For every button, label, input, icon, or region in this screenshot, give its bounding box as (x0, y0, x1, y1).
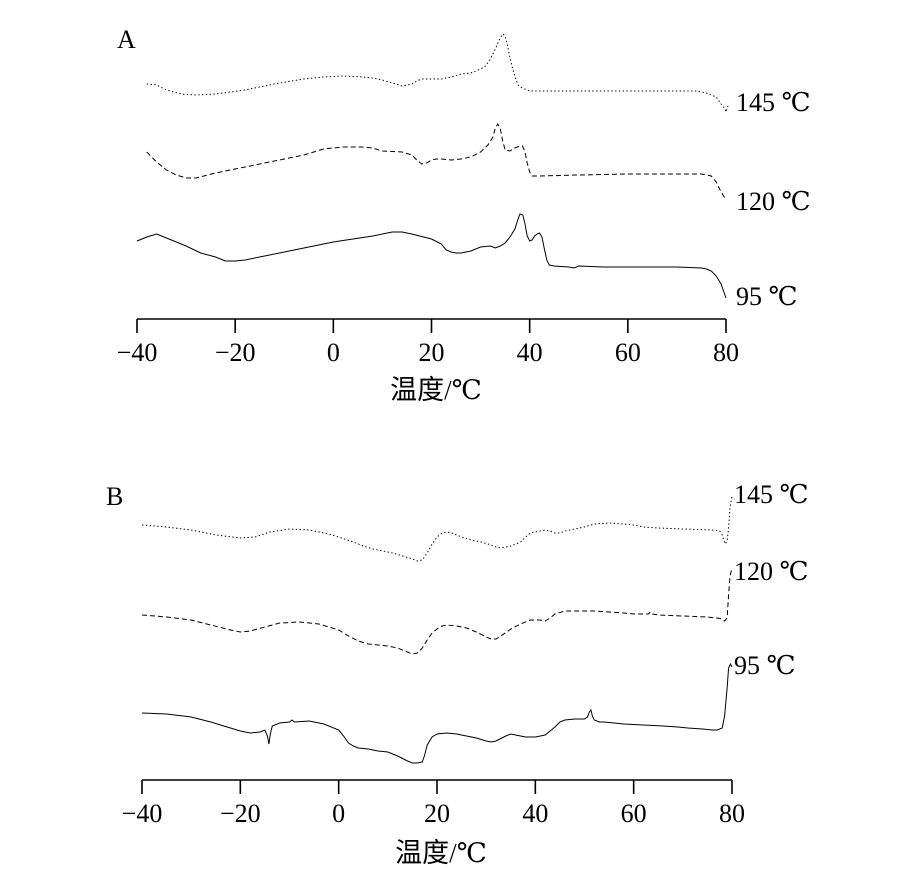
panel-b-label: B (106, 482, 123, 511)
panel-a-x-tick-label: 20 (419, 338, 445, 367)
panel-b-series-label-145: 145 ℃ (734, 480, 809, 509)
panel-a-x-axis-title: 温度/℃ (390, 375, 482, 405)
panel-a-x-ticks: −40 −20 0 20 40 60 80 (117, 319, 739, 367)
panel-a-x-tick-label: 40 (517, 338, 543, 367)
panel-a-x-tick-label: 60 (615, 338, 641, 367)
panel-a-series-145-dotted (146, 33, 729, 114)
panel-b-series-labels: 145 ℃ 120 ℃ 95 ℃ (734, 480, 809, 680)
panel-b-series-120-dashed (141, 567, 733, 655)
panel-b-x-tick-label: 20 (424, 799, 450, 828)
panel-a-series (136, 33, 729, 299)
panel-b-x-tick-label: 0 (332, 799, 345, 828)
panel-a-x-tick-label: −40 (117, 338, 158, 367)
panel-b-series-145-dotted (141, 495, 733, 562)
panel-a-x-tick-label: −20 (215, 338, 256, 367)
panel-b-series-label-120: 120 ℃ (734, 557, 809, 586)
panel-b-x-tick-label: 80 (719, 799, 745, 828)
panel-b-x-tick-label: 60 (621, 799, 647, 828)
panel-a-label: A (117, 25, 136, 54)
panel-a-series-label-120: 120 ℃ (736, 187, 811, 216)
panel-a-x-tick-label: 80 (713, 338, 739, 367)
panel-b-x-tick-label: −40 (122, 799, 163, 828)
panel-a-series-label-95: 95 ℃ (736, 282, 798, 311)
panel-b-series-95-solid (141, 662, 733, 764)
panel-b-x-ticks: −40 −20 0 20 40 60 80 (122, 780, 745, 828)
panel-b: B 145 ℃ 120 ℃ 95 ℃ −40 −20 0 20 40 60 80 温度/℃ (106, 480, 809, 868)
panel-a: A 145 ℃ 120 ℃ 95 ℃ −40 −20 0 20 40 60 80 温度/℃ (117, 25, 811, 405)
panel-a-series-95-solid (136, 213, 727, 299)
panel-b-x-axis-title: 温度/℃ (395, 838, 487, 868)
panel-b-x-tick-label: 40 (522, 799, 548, 828)
panel-a-x-tick-label: 0 (327, 338, 340, 367)
panel-a-series-120-dashed (146, 123, 727, 200)
panel-b-series (141, 495, 733, 764)
panel-b-series-label-95: 95 ℃ (734, 651, 796, 680)
panel-b-x-tick-label: −20 (220, 799, 261, 828)
panel-a-series-labels: 145 ℃ 120 ℃ 95 ℃ (736, 88, 811, 311)
panel-a-series-label-145: 145 ℃ (736, 88, 811, 117)
